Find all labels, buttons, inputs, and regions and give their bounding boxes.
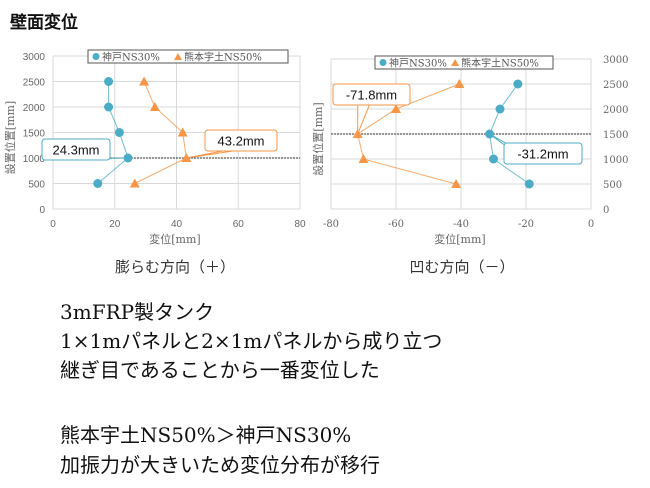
y-tick-label: 1000 — [23, 154, 46, 165]
data-point-kobe — [513, 79, 523, 89]
y-tick-label: 500 — [28, 180, 45, 191]
body-line: 加振力が大きいため変位分布が移行 — [60, 453, 380, 477]
x-tick-label: -80 — [323, 219, 339, 230]
y-tick-label: 2000 — [603, 105, 628, 116]
body-line: 熊本宇土NS50%＞神戸NS30% — [60, 423, 352, 447]
x-tick-label: 60 — [233, 219, 245, 230]
y-tick-label: 2000 — [23, 103, 46, 114]
y-tick-label: 3000 — [23, 52, 46, 63]
x-tick-label: 0 — [588, 219, 594, 230]
data-point-kobe — [104, 77, 114, 86]
callout-label: -31.2mm — [517, 147, 568, 162]
data-point-kumamoto — [177, 127, 188, 137]
body-line: 継ぎ目であることから一番変位した — [60, 358, 380, 382]
y-tick-label: 500 — [603, 180, 622, 191]
legend — [374, 55, 554, 70]
x-tick-label: -20 — [518, 219, 534, 230]
data-point-kumamoto — [391, 104, 401, 113]
y-axis-label: 設置位置[mm] — [3, 101, 17, 174]
y-tick-label: 1000 — [603, 155, 628, 166]
data-point-kumamoto — [129, 178, 140, 188]
legend-label: 神戸NS30% — [102, 51, 160, 64]
legend-marker-kumamoto — [174, 53, 182, 60]
x-axis-label: 変位[mm] — [149, 232, 200, 246]
legend-label: 神戸NS30% — [389, 57, 447, 70]
data-point-kumamoto — [358, 154, 369, 163]
body-line: 3mFRP製タンク — [60, 300, 215, 324]
chart-caption: 凹む方向（－） — [409, 258, 514, 276]
callout-box — [332, 83, 411, 106]
y-tick-label: 0 — [603, 205, 609, 216]
data-point-kumamoto — [451, 179, 462, 188]
body-line: 1×1mパネルと2×1mパネルから成り立つ — [60, 329, 443, 353]
data-point-kumamoto — [454, 79, 465, 88]
legend — [87, 49, 289, 64]
callout-label: 43.2mm — [218, 134, 265, 149]
callout-label: -71.8mm — [346, 88, 397, 103]
slide-title: 壁面変位 — [10, 13, 78, 33]
x-tick-label: 20 — [109, 219, 121, 230]
callout-box — [204, 129, 278, 152]
y-tick-label: 3000 — [603, 55, 628, 66]
chart-caption: 膨らむ方向（＋） — [115, 258, 235, 276]
data-point-kobe — [114, 128, 124, 137]
callout-label: 24.3mm — [53, 143, 100, 158]
x-tick-label: 40 — [171, 219, 183, 230]
x-tick-label: -60 — [388, 219, 404, 230]
legend-label: 熊本宇土NS50% — [461, 57, 539, 70]
data-point-kobe — [524, 179, 534, 189]
x-tick-label: -40 — [453, 219, 469, 230]
data-point-kumamoto — [149, 102, 160, 111]
data-point-kobe — [104, 102, 114, 112]
x-tick-label: 0 — [50, 219, 56, 230]
y-tick-label: 2500 — [23, 78, 46, 89]
callout-box — [503, 142, 583, 165]
legend-marker-kobe — [92, 53, 100, 60]
y-tick-label: 2500 — [603, 80, 628, 91]
legend-marker-kobe — [379, 59, 387, 66]
y-tick-label: 1500 — [23, 129, 46, 140]
data-point-kobe — [489, 154, 498, 164]
data-point-kobe — [93, 179, 103, 188]
data-point-kumamoto — [139, 76, 150, 86]
callout-box — [41, 138, 111, 161]
y-tick-label: 1500 — [603, 130, 628, 141]
y-tick-label: 0 — [39, 205, 45, 216]
data-point-kobe — [495, 104, 505, 114]
legend-label: 熊本宇土NS50% — [184, 51, 262, 64]
y-axis-label: 設置位置[mm] — [311, 102, 325, 175]
x-tick-label: 80 — [294, 219, 306, 230]
x-axis-label: 変位[mm] — [434, 232, 485, 246]
legend-marker-kumamoto — [451, 59, 460, 66]
